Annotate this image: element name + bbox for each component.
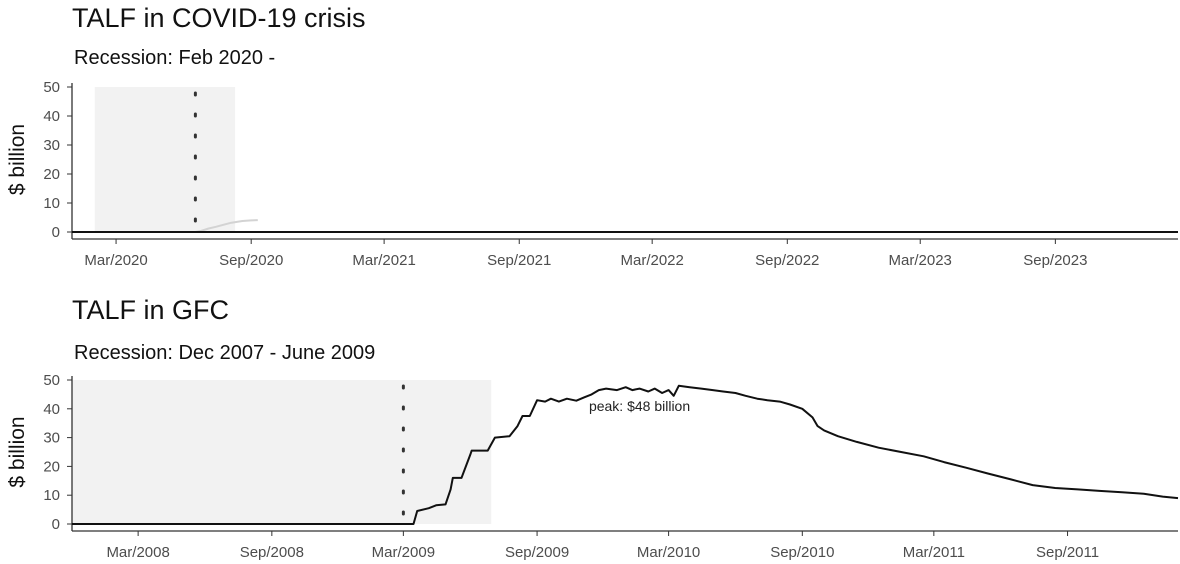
panel-1-x-tick-label: Sep/2023 (1023, 252, 1087, 269)
panel-1-x-tick-label: Sep/2022 (755, 252, 819, 269)
panel-1-x-tick-label: Sep/2020 (219, 252, 283, 269)
panel-1-recession-shade (94, 87, 236, 232)
panel-2-x-tick-label: Sep/2009 (505, 544, 569, 561)
panel-1-y-tick-label: 0 (52, 224, 60, 241)
panel-2-y-tick-label: 30 (43, 430, 60, 447)
panel-2-x-tick-label: Sep/2011 (1036, 544, 1099, 561)
panel-1-title: TALF in COVID-19 crisis (72, 3, 366, 33)
panel-2-y-tick-label: 50 (43, 372, 60, 389)
panel-2-series-line-1 (72, 384, 1179, 525)
panel-2-x-tick-label: Sep/2010 (770, 544, 834, 561)
panel-2-x-tick-label: Mar/2009 (372, 544, 435, 561)
panel-1-x-tick-label: Mar/2023 (889, 252, 952, 269)
panel-2-recession-shade (72, 380, 492, 524)
panel-1-y-tick-label: 50 (43, 79, 60, 96)
panel-2-x-tick-label: Mar/2010 (637, 544, 700, 561)
panel-2-y-tick-label: 10 (43, 487, 60, 504)
panel-2-x-tick-label: Mar/2008 (106, 544, 169, 561)
panel-2-peak-annotation: peak: $48 billion (589, 398, 690, 414)
panel-2-y-axis-title: $ billion (6, 416, 29, 487)
panel-2-y-tick-label: 0 (52, 516, 60, 533)
panel-1-y-axis-title: $ billion (6, 124, 29, 195)
panel-1-x-tick-label: Sep/2021 (487, 252, 551, 269)
panel-1-y-tick-label: 10 (43, 195, 60, 212)
panel-1-x-tick-label: Mar/2020 (84, 252, 147, 269)
panel-2-x-tick-label: Sep/2008 (240, 544, 304, 561)
panel-2-y-tick-label: 20 (43, 458, 60, 475)
panel-1-y-tick-label: 40 (43, 108, 60, 125)
panel-2-subtitle: Recession: Dec 2007 - June 2009 (74, 342, 375, 364)
panel-2-y-tick-label: 40 (43, 401, 60, 418)
panel-1-subtitle: Recession: Feb 2020 - (74, 47, 275, 69)
panel-1-y-tick-label: 30 (43, 137, 60, 154)
panel-1-x-tick-label: Mar/2021 (352, 252, 415, 269)
panel-2-x-tick-label: Mar/2011 (903, 544, 965, 561)
panel-1-x-tick-label: Mar/2022 (620, 252, 683, 269)
panel-1-y-tick-label: 20 (43, 166, 60, 183)
panel-2-title: TALF in GFC (72, 295, 229, 325)
